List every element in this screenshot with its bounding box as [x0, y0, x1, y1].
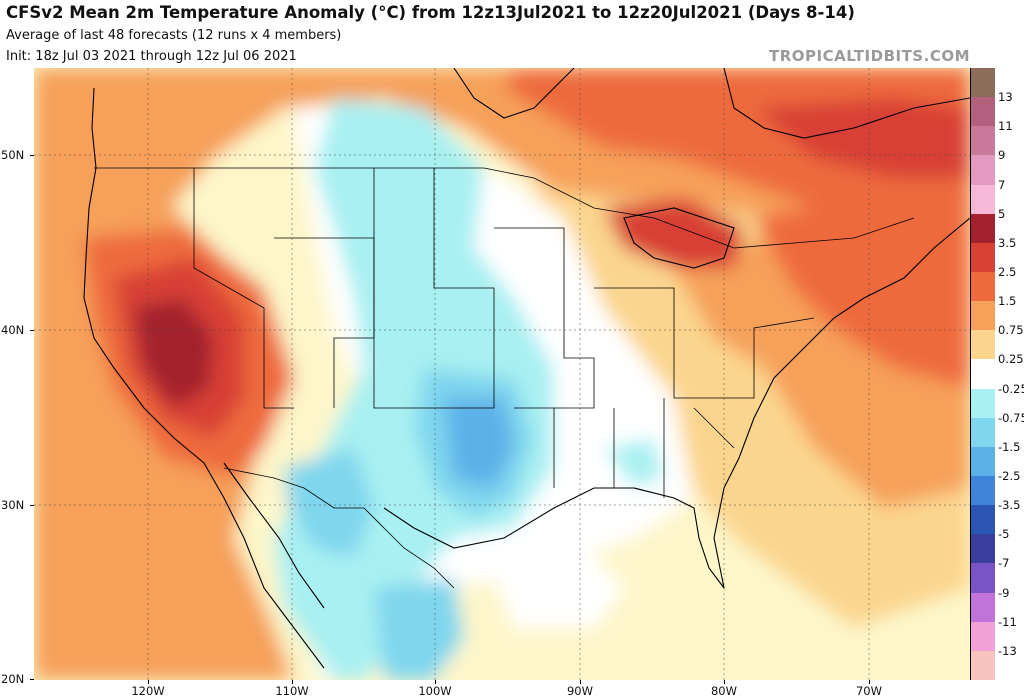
map-canvas — [34, 68, 970, 680]
legend-label: -1.5 — [998, 439, 1021, 454]
baja-coastline — [223, 462, 325, 609]
legend-label: -7 — [998, 556, 1010, 571]
lat-tick — [30, 330, 34, 331]
legend-label: 13 — [998, 90, 1013, 105]
legend-label: -9 — [998, 585, 1010, 600]
lon-label-70w: 70W — [855, 684, 883, 698]
legend-label: 5 — [998, 206, 1006, 221]
legend-swatch — [971, 330, 995, 360]
brand-watermark: TROPICALTIDBITS.COM — [769, 47, 970, 65]
texas-core-cool — [444, 398, 514, 488]
quebec-hot — [754, 98, 970, 178]
init-time: Init: 18z Jul 03 2021 through 12z Jul 06… — [6, 49, 297, 64]
legend-label: -0.25 — [998, 381, 1024, 396]
lon-label-110w: 110W — [275, 684, 309, 698]
lon-label-80w: 80W — [710, 684, 738, 698]
lon-label-90w: 90W — [566, 684, 594, 698]
east-central-border — [594, 287, 815, 399]
header: CFSv2 Mean 2m Temperature Anomaly (°C) f… — [0, 0, 1024, 68]
northeast-hot — [754, 188, 970, 388]
new-mexico-cool — [284, 448, 374, 558]
legend-label: 7 — [998, 177, 1006, 192]
graticule — [34, 68, 970, 680]
legend-swatch — [971, 446, 995, 477]
gulf-neutral — [484, 538, 624, 628]
lon-tick — [869, 680, 870, 684]
legend-swatch — [971, 97, 995, 127]
legend-label: 0.25 — [998, 352, 1024, 367]
lat-label-30n: 30N — [1, 498, 25, 512]
legend-label: 3.5 — [998, 235, 1017, 250]
legend-swatch — [971, 126, 995, 156]
legend-swatch — [971, 184, 995, 215]
us-mexico-border — [223, 467, 455, 589]
legend-label: -11 — [998, 614, 1017, 629]
great-basin-core — [134, 298, 214, 408]
legend-label: 0.75 — [998, 323, 1024, 338]
lat-label-20n: 20N — [1, 672, 25, 686]
us-canada-border — [94, 167, 915, 249]
chart-subtitle: Average of last 48 forecasts (12 runs x … — [6, 28, 342, 43]
legend-swatch — [971, 68, 995, 98]
lon-tick — [435, 680, 436, 684]
lat-tick — [30, 155, 34, 156]
state-borders — [94, 167, 915, 589]
legend-swatch — [971, 359, 995, 390]
legend-swatch — [971, 534, 995, 564]
lat-label-50n: 50N — [1, 148, 25, 162]
hudson-bay-coast — [453, 68, 575, 119]
atlantic-coastline — [713, 217, 970, 589]
chart-title: CFSv2 Mean 2m Temperature Anomaly (°C) f… — [6, 3, 855, 22]
pacific-coastline — [83, 87, 325, 669]
legend-swatch — [971, 388, 995, 419]
legend-swatch — [971, 272, 995, 302]
lat-label-40n: 40N — [1, 323, 25, 337]
legend-swatch — [971, 242, 995, 273]
legend-swatch — [971, 476, 995, 506]
legend-swatch — [971, 301, 995, 331]
legend-label: -2.5 — [998, 469, 1021, 483]
legend-swatch — [971, 592, 995, 623]
midwest-states-border — [494, 227, 595, 409]
lon-tick — [148, 680, 149, 684]
mountain-states-border — [193, 168, 294, 409]
lon-tick — [292, 680, 293, 684]
legend-label: -13 — [998, 643, 1017, 658]
mexico-cool — [374, 578, 464, 680]
lon-tick — [724, 680, 725, 684]
legend-label: 2.5 — [998, 265, 1017, 279]
legend-swatch — [971, 621, 995, 652]
legend-label: 9 — [998, 148, 1006, 163]
anomaly-map — [34, 68, 970, 680]
southeast-states-border — [553, 398, 735, 498]
great-lakes-outline — [623, 207, 735, 269]
legend-swatch — [971, 505, 995, 535]
lon-label-100w: 100W — [418, 684, 452, 698]
legend-swatch — [971, 650, 995, 681]
legend-swatch — [971, 417, 995, 448]
legend-label: 11 — [998, 119, 1013, 134]
plains-states-border — [373, 168, 495, 409]
legend-label: 1.5 — [998, 294, 1017, 309]
lat-tick — [30, 505, 34, 506]
anomaly-field — [34, 68, 970, 680]
lat-tick — [30, 679, 34, 680]
color-legend — [970, 68, 995, 681]
legend-swatch — [971, 155, 995, 186]
legend-swatch — [971, 213, 995, 244]
legend-label: -0.75 — [998, 410, 1024, 425]
lon-tick — [580, 680, 581, 684]
southeast-cool — [604, 438, 664, 488]
lon-label-120w: 120W — [131, 684, 165, 698]
quebec-coast — [723, 68, 970, 139]
legend-swatch — [971, 563, 995, 594]
legend-label: -5 — [998, 527, 1010, 542]
legend-label: -3.5 — [998, 498, 1021, 513]
